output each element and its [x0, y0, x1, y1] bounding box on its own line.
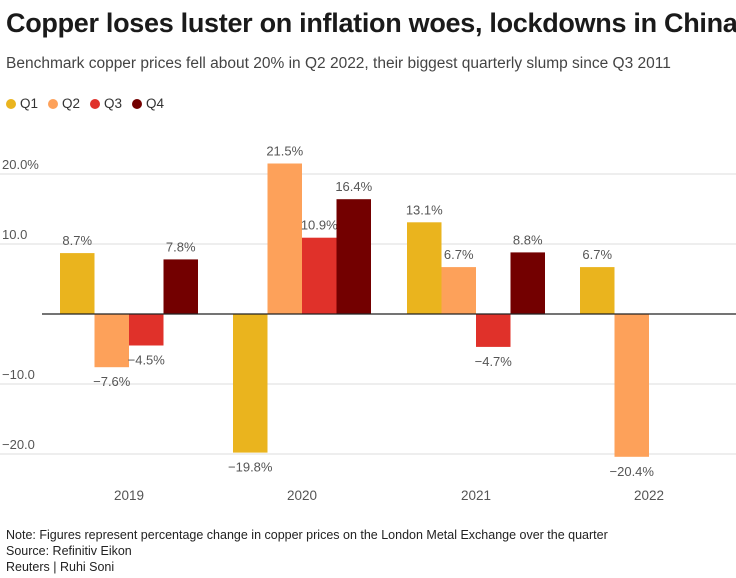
legend-swatch-q2	[48, 98, 59, 109]
legend-item-q4: Q4	[132, 96, 164, 111]
bar-q1-2021	[407, 222, 442, 314]
legend-item-q1: Q1	[6, 96, 38, 111]
legend-label-q1: Q1	[20, 96, 39, 111]
x-tick-label: 2020	[287, 488, 317, 503]
legend-swatch-q1	[6, 98, 16, 109]
x-tick-label: 2019	[114, 488, 144, 503]
bar-q2-2022	[614, 314, 649, 457]
bar-q4-2020	[336, 199, 371, 314]
bar-q2-2020	[267, 163, 302, 314]
footer-note: Note: Figures represent percentage chang…	[6, 528, 608, 542]
bar-q1-2019	[60, 253, 95, 314]
data-label: −7.6%	[93, 374, 131, 389]
bar-q2-2021	[441, 267, 476, 314]
x-tick-label: 2021	[461, 488, 491, 503]
bar-q2-2019	[94, 314, 129, 368]
legend-label-q2: Q2	[62, 96, 81, 111]
legend-swatch-q3	[90, 98, 101, 109]
data-label: 7.8%	[166, 239, 196, 254]
legend-item-q3: Q3	[90, 96, 122, 111]
bar-q4-2019	[163, 259, 198, 314]
data-label: −19.8%	[228, 460, 273, 475]
legend-swatch-q4	[132, 98, 143, 109]
data-label: 16.4%	[335, 179, 372, 194]
bar-q1-2020	[233, 314, 268, 453]
data-label: −20.4%	[610, 464, 655, 479]
data-label: 8.8%	[513, 232, 543, 247]
bar-q3-2020	[302, 237, 337, 314]
footer-credit: Reuters | Ruhi Soni	[6, 560, 115, 574]
chart-subtitle: Benchmark copper prices fell about 20% i…	[6, 55, 671, 72]
data-label: −4.5%	[128, 353, 166, 368]
bar-q4-2021	[510, 252, 545, 314]
legend-label-q3: Q3	[104, 96, 123, 111]
legend-item-q2: Q2	[48, 96, 80, 111]
data-label: 8.7%	[62, 233, 92, 248]
data-label: 10.9%	[301, 218, 338, 233]
chart-title: Copper loses luster on inflation woes, l…	[6, 8, 736, 38]
footer-notes: Note: Figures represent percentage chang…	[6, 527, 608, 575]
footer-source: Source: Refinitiv Eikon	[6, 544, 132, 558]
data-label: 21.5%	[266, 144, 303, 159]
data-label: 6.7%	[444, 247, 474, 262]
bar-q3-2019	[129, 314, 164, 346]
legend: Q1 Q2 Q3 Q4	[6, 96, 164, 111]
y-tick-label: 10.0	[2, 227, 27, 242]
bar-q3-2021	[476, 314, 511, 347]
legend-label-q4: Q4	[146, 96, 165, 111]
y-tick-label: −10.0	[2, 367, 35, 382]
data-label: −4.7%	[475, 354, 513, 369]
data-label: 13.1%	[406, 202, 443, 217]
data-label: 6.7%	[582, 247, 612, 262]
y-tick-label: 20.0%	[2, 157, 39, 172]
y-tick-label: −20.0	[2, 437, 35, 452]
x-tick-label: 2022	[634, 488, 664, 503]
bar-q1-2022	[580, 267, 615, 314]
